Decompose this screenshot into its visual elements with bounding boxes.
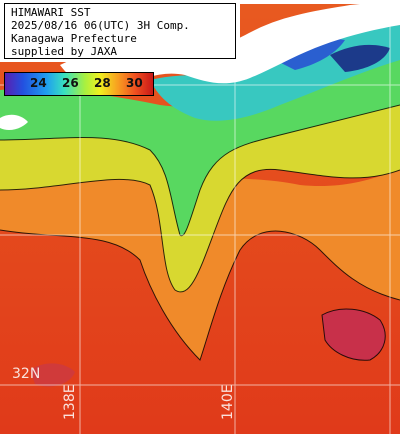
hot-patch xyxy=(322,308,386,361)
lon-label-138e: 138E xyxy=(62,384,78,420)
legend-tick: 28 xyxy=(94,76,111,90)
cold-patch-2 xyxy=(330,44,390,72)
title-line-4: supplied by JAXA xyxy=(11,45,117,58)
sst-contours xyxy=(0,104,400,361)
cyan-band xyxy=(150,25,400,121)
legend-tick: 30 xyxy=(126,76,143,90)
hot-patch-2 xyxy=(30,363,75,387)
title-line-2: 2025/08/16 06(UTC) 3H Comp. xyxy=(11,19,190,32)
legend-tick: 26 xyxy=(62,76,79,90)
cold-patch xyxy=(275,38,345,70)
title-line-3: Kanagawa Prefecture xyxy=(11,32,137,45)
title-box: HIMAWARI SST 2025/08/16 06(UTC) 3H Comp.… xyxy=(4,3,236,59)
land-izu xyxy=(0,114,28,130)
green-band xyxy=(0,55,400,236)
title-line-1: HIMAWARI SST xyxy=(11,6,91,19)
legend-tick: 24 xyxy=(30,76,47,90)
lon-label-140e: 140E xyxy=(220,384,236,420)
color-legend: 24 26 28 30 xyxy=(4,72,154,96)
lat-label-32n: 32N xyxy=(12,366,41,382)
